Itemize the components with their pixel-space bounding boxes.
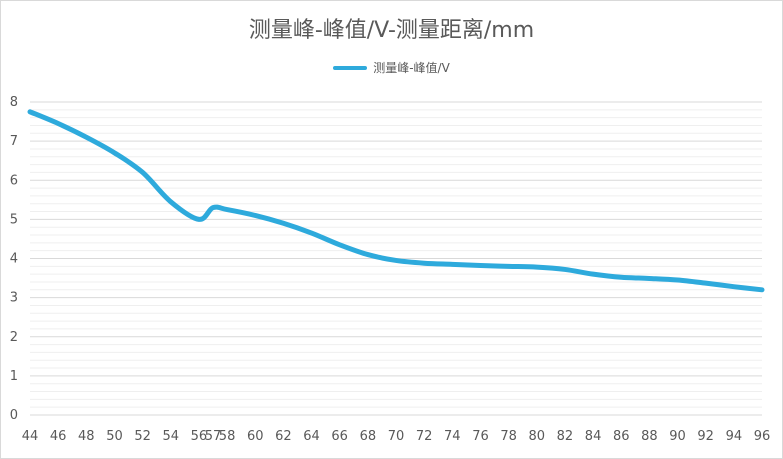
x-tick-label: 58 (219, 429, 236, 444)
series-line (27, 109, 765, 293)
x-tick-label: 44 (22, 429, 39, 444)
x-tick-label: 94 (726, 429, 743, 444)
x-tick-label: 96 (754, 429, 771, 444)
x-tick-label: 90 (669, 429, 686, 444)
y-tick-label: 5 (10, 212, 18, 227)
x-tick-label: 72 (416, 429, 433, 444)
x-tick-label: 82 (557, 429, 574, 444)
x-tick-label: 92 (697, 429, 714, 444)
legend-swatch (333, 65, 368, 70)
x-tick-label: 66 (331, 429, 348, 444)
y-tick-label: 2 (10, 330, 18, 345)
x-tick-label: 84 (585, 429, 602, 444)
x-tick-label: 88 (641, 429, 658, 444)
y-tick-label: 1 (10, 369, 18, 384)
x-tick-label: 78 (500, 429, 517, 444)
y-tick-label: 0 (10, 408, 18, 423)
y-tick-label: 7 (10, 134, 18, 149)
x-tick-label: 80 (528, 429, 545, 444)
x-tick-label: 60 (247, 429, 264, 444)
x-tick-label: 54 (162, 429, 179, 444)
legend: 测量峰-峰值/V (0, 59, 783, 76)
chart-title: 测量峰-峰值/V-测量距离/mm (248, 18, 535, 43)
x-tick-label: 56 (191, 429, 208, 444)
x-tick-label: 74 (444, 429, 461, 444)
y-tick-label: 3 (10, 291, 18, 306)
x-tick-label: 46 (50, 429, 67, 444)
x-tick-label: 57 (205, 429, 222, 444)
y-tick-label: 4 (10, 252, 18, 267)
x-tick-label: 64 (303, 429, 320, 444)
x-tick-label: 86 (613, 429, 630, 444)
y-tick-label: 6 (10, 173, 18, 188)
x-tick-label: 52 (134, 429, 151, 444)
x-tick-label: 70 (388, 429, 405, 444)
x-tick-label: 68 (360, 429, 377, 444)
legend-label: 测量峰-峰值/V (373, 61, 450, 75)
x-tick-label: 76 (472, 429, 489, 444)
x-tick-label: 62 (275, 429, 292, 444)
x-tick-label: 48 (78, 429, 95, 444)
x-tick-label: 50 (106, 429, 123, 444)
y-tick-label: 8 (10, 95, 18, 110)
